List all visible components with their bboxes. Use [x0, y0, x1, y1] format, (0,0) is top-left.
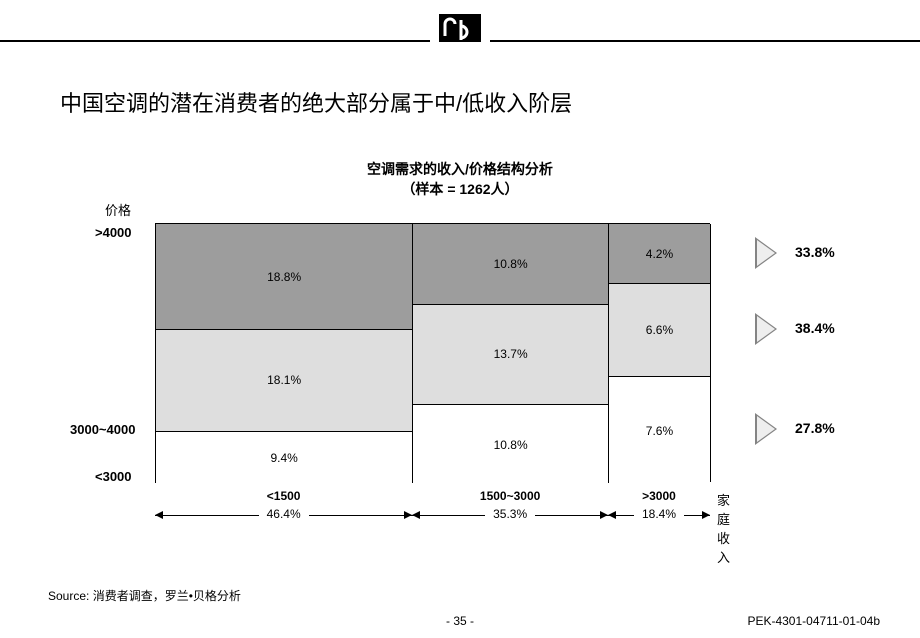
mosaic-chart: 价格 18.8%18.1%9.4%10.8%13.7%10.8%4.2%6.6%… [155, 218, 710, 508]
source-label: Source: 消费者调查，罗兰•贝格分析 [48, 587, 241, 604]
row-total-label: 38.4% [795, 320, 835, 336]
mosaic-cell: 6.6% [609, 283, 710, 376]
chart-title-line2: （样本 = 1262人） [0, 180, 920, 200]
mosaic-cell: 18.1% [156, 329, 412, 430]
mosaic-cell: 10.8% [413, 224, 608, 304]
mosaic-cell: 9.4% [156, 431, 412, 484]
presentation-slide: 中国空调的潜在消费者的绝大部分属于中/低收入阶层 空调需求的收入/价格结构分析 … [0, 0, 920, 638]
mosaic-cell: 13.7% [413, 304, 608, 405]
x-tick-label: >3000 [608, 489, 710, 503]
y-tick-mid: 3000~4000 [70, 422, 135, 437]
mosaic-cell: 4.2% [609, 224, 710, 283]
x-axis-title: 家庭收入 [717, 490, 730, 566]
mosaic-column: 4.2%6.6%7.6% [609, 224, 711, 482]
row-total-label: 27.8% [795, 420, 835, 436]
chart-title-line1: 空调需求的收入/价格结构分析 [0, 160, 920, 180]
row-total-pointer [755, 413, 777, 445]
mosaic-plot: 18.8%18.1%9.4%10.8%13.7%10.8%4.2%6.6%7.6… [155, 223, 710, 483]
column-share-label: 35.3% [485, 507, 535, 521]
row-total-label: 33.8% [795, 244, 835, 260]
x-tick-label: <1500 [155, 489, 412, 503]
page-title: 中国空调的潜在消费者的绝大部分属于中/低收入阶层 [60, 86, 572, 118]
mosaic-column: 10.8%13.7%10.8% [413, 224, 609, 482]
y-tick-top: >4000 [95, 225, 132, 240]
mosaic-column: 18.8%18.1%9.4% [156, 224, 413, 482]
mosaic-cell: 7.6% [609, 376, 710, 484]
column-share-label: 18.4% [634, 507, 684, 521]
document-reference: PEK-4301-04711-01-04b [747, 614, 880, 628]
row-total-pointer [755, 237, 777, 269]
mosaic-cell: 18.8% [156, 224, 412, 329]
x-tick-label: 1500~3000 [412, 489, 608, 503]
mosaic-cell: 10.8% [413, 404, 608, 484]
rb-logo [430, 14, 490, 58]
rb-logo-glyph [439, 14, 481, 42]
y-axis-title: 价格 [105, 200, 131, 219]
chart-title: 空调需求的收入/价格结构分析 （样本 = 1262人） [0, 160, 920, 199]
row-total-pointer [755, 313, 777, 345]
column-share-label: 46.4% [259, 507, 309, 521]
y-tick-bottom: <3000 [95, 469, 132, 484]
